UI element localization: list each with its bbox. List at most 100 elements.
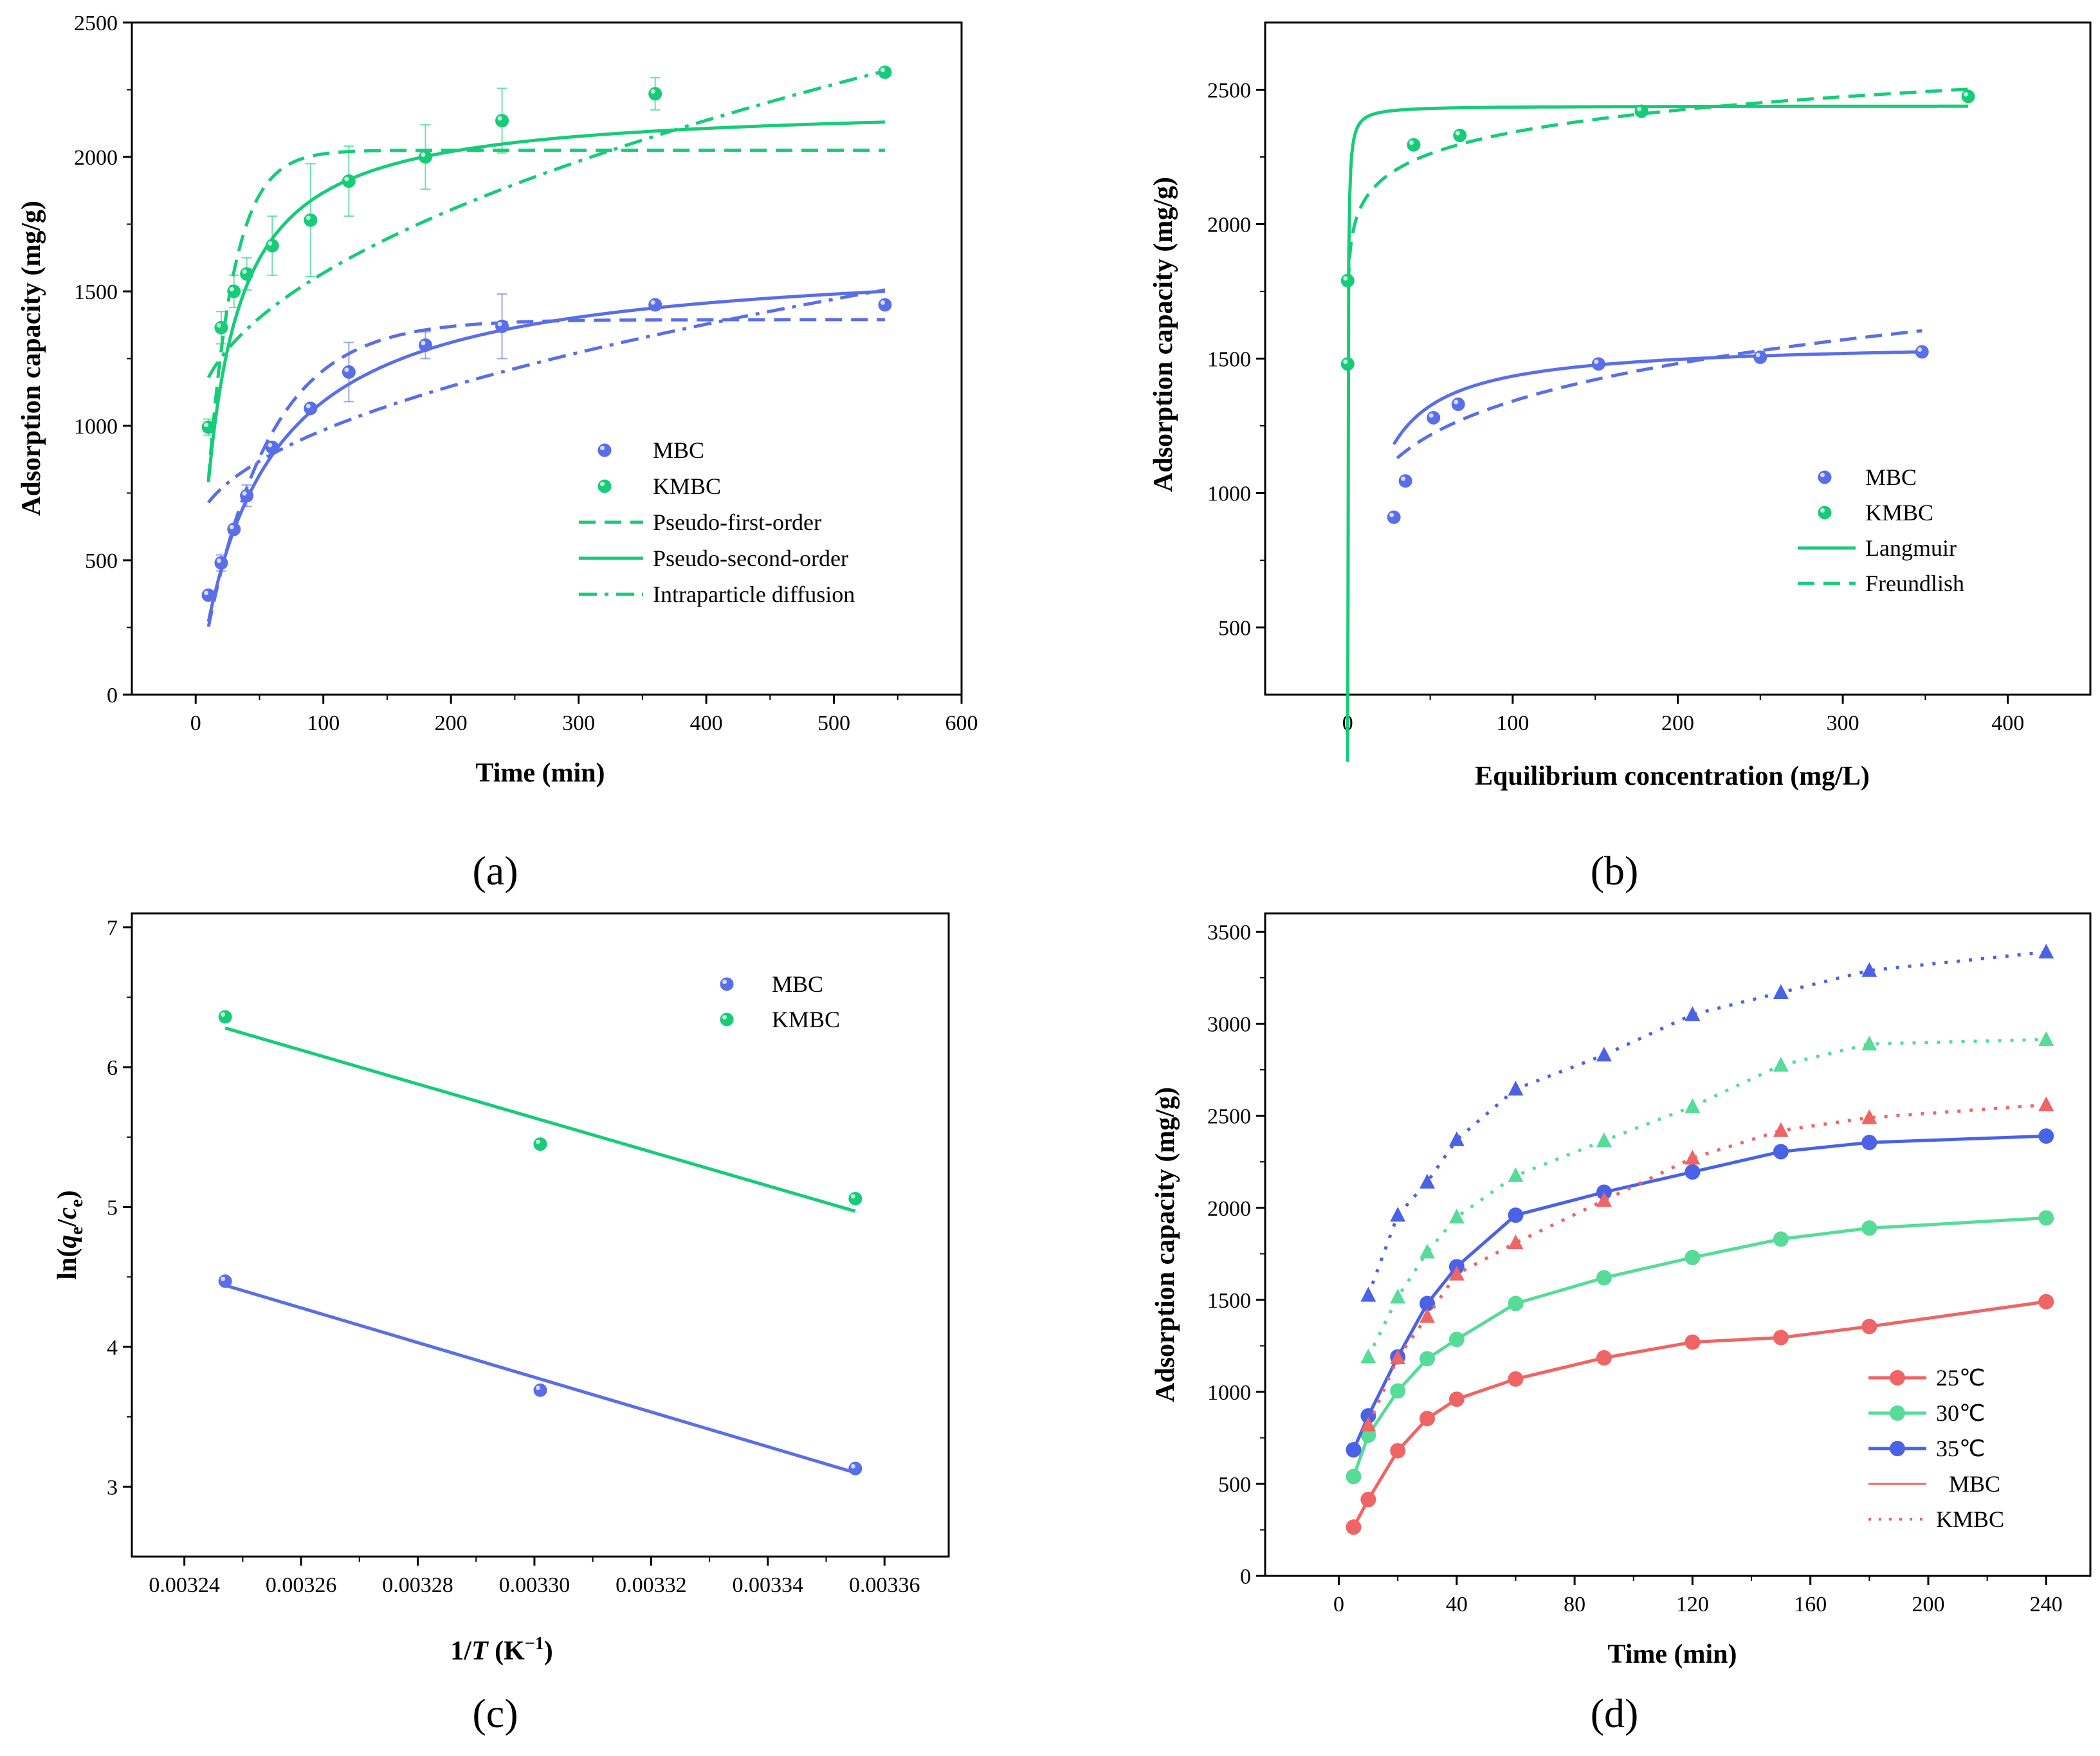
panel-a-legend-label-kmbc: KMBC (653, 473, 721, 499)
panel-c-fit-line-mbc (224, 1283, 856, 1474)
panel-c-fit-line-kmbc (224, 1026, 856, 1213)
panel-d-marker-triangle (1420, 1173, 1436, 1189)
panel-d-marker-triangle (1861, 1109, 1877, 1124)
panel-a-point-kmbc-highlight (306, 215, 311, 221)
panel-b-point-mbc-highlight (1454, 399, 1459, 405)
panel-d-legend-marker (1890, 1370, 1905, 1386)
panel-a-legend-marker-mbc-highlight (600, 446, 605, 450)
panel-b-langmuir-curve-kmbc (1346, 104, 1969, 762)
panel-d-legend-marker (1890, 1405, 1905, 1421)
panel-b-isotherm: Equilibrium concentration (mg/L) Adsorpt… (1149, 21, 2092, 893)
panel-d-marker-triangle (2038, 944, 2054, 959)
panel-a-point-kmbc (214, 320, 228, 334)
panel-a-point-kmbc-highlight (344, 176, 349, 181)
panel-a-point-mbc-highlight (497, 322, 502, 327)
panel-d-marker-triangle (1596, 1192, 1612, 1207)
panel-d-marker-triangle (1448, 1265, 1465, 1281)
panel-a-point-mbc (227, 522, 241, 536)
panel-a-point-mbc (342, 365, 356, 379)
panel-a-point-kmbc-highlight (268, 241, 273, 246)
panel-b-point-mbc (1915, 345, 1929, 359)
panel-c-legend-marker-mbc-highlight (722, 980, 727, 984)
panel-d-marker-circle (2038, 1128, 2054, 1144)
panel-a-pso-curve-kmbc (206, 120, 885, 482)
panel-c-point-kmbc (848, 1191, 863, 1205)
panel-b-xtick-label: 300 (1827, 711, 1859, 735)
panel-d-ytick-label: 500 (1218, 1473, 1251, 1497)
panel-a-ipd-curve-kmbc (206, 69, 886, 379)
panel-a-point-kmbc-highlight (421, 152, 426, 157)
panel-b-point-kmbc (1407, 138, 1421, 152)
panel-d-ytick-label: 1500 (1207, 1289, 1251, 1313)
panel-c-point-kmbc-highlight (221, 1012, 226, 1017)
panel-d-marker-circle (1448, 1331, 1465, 1348)
panel-b-ytick-label: 2000 (1207, 214, 1251, 237)
panel-c-legend-marker-mbc (720, 977, 734, 991)
panel-d-marker-triangle (1508, 1167, 1524, 1182)
panel-a-kinetics: Time (min) Adsorption capacity (mg/g) (a… (17, 12, 978, 893)
panel-a-xtick-label: 200 (435, 711, 468, 735)
panel-d-xtick-label: 200 (1912, 1593, 1944, 1616)
panel-d-marker-circle (1773, 1231, 1789, 1247)
panel-d-legend-label: 35℃ (1936, 1436, 1985, 1461)
panel-b-point-mbc (1387, 510, 1401, 524)
panel-a-point-mbc-highlight (204, 590, 209, 596)
panel-d-marker-triangle (1420, 1243, 1436, 1259)
panel-d-line-kmbc-30c (1367, 1038, 2047, 1358)
panel-a-point-kmbc-highlight (650, 89, 655, 94)
panel-b-point-mbc-highlight (1401, 476, 1406, 481)
panel-b-xtick-label: 400 (1991, 711, 2024, 735)
panel-a-point-kmbc-highlight (216, 323, 221, 328)
panel-a-point-mbc (265, 440, 279, 454)
panel-d-marker-triangle (1508, 1234, 1524, 1250)
panel-a-point-mbc-highlight (344, 367, 349, 372)
panel-d-caption: (d) (1591, 1690, 1639, 1736)
panel-c-ytick-label: 5 (107, 1196, 118, 1220)
panel-a-xtick-label: 0 (190, 711, 201, 735)
panel-a-ytick-label: 1000 (74, 415, 118, 439)
panel-d-marker-triangle (1360, 1416, 1376, 1432)
panel-c-xtick-label: 0.00324 (149, 1573, 220, 1597)
panel-c-ytick-label: 6 (107, 1056, 118, 1080)
panel-d-marker-circle (1861, 1319, 1877, 1335)
panel-d-marker-triangle (1773, 1122, 1789, 1137)
panel-a-xlabel: Time (min) (475, 758, 605, 788)
panel-d-marker-circle (1346, 1468, 1362, 1485)
panel-a-xtick-label: 100 (307, 711, 340, 735)
panel-a-ytick-label: 1500 (74, 280, 118, 304)
panel-b-point-kmbc (1961, 89, 1975, 104)
panel-b-ylabel: Adsorption capacity (mg/g) (1149, 177, 1178, 492)
panel-a-legend-marker-kmbc-highlight (600, 482, 605, 486)
panel-a-point-kmbc-highlight (242, 269, 247, 274)
panel-a-point-mbc (201, 588, 215, 602)
panel-a-point-kmbc (878, 65, 892, 79)
panel-d-marker-triangle (1448, 1131, 1465, 1146)
panel-b-point-mbc-highlight (1389, 513, 1394, 518)
panel-d-marker-triangle (1390, 1207, 1406, 1222)
panel-a-legend-label: Intraparticle diffusion (653, 581, 855, 607)
panel-d-marker-circle (1420, 1411, 1436, 1427)
panel-d-marker-circle (1508, 1295, 1524, 1312)
panel-d-marker-circle (1448, 1391, 1465, 1407)
panel-b-point-kmbc-highlight (1964, 91, 1969, 96)
panel-b-legend-marker-kmbc-highlight (1820, 508, 1825, 513)
panel-a-legend-label-mbc: MBC (653, 437, 704, 463)
panel-b-caption: (b) (1591, 848, 1639, 893)
panel-d-marker-triangle (1773, 1057, 1789, 1072)
panel-b-point-kmbc (1453, 129, 1467, 143)
panel-a-point-mbc-highlight (268, 443, 273, 448)
panel-d-marker-triangle (1360, 1286, 1376, 1302)
panel-a-point-kmbc (342, 174, 356, 188)
panel-a-point-mbc-highlight (216, 558, 221, 563)
panel-d-temperature: Time (min) Adsorption capacity (mg/g) (d… (1151, 912, 2092, 1736)
panel-b-point-mbc-highlight (1429, 413, 1434, 418)
panel-d-legend-label-kmbc: KMBC (1936, 1506, 2004, 1532)
panel-c-legend-marker-kmbc (720, 1012, 734, 1027)
panel-d-marker-circle (1773, 1144, 1789, 1160)
panel-a-point-mbc-highlight (229, 524, 234, 529)
panel-b-freundlich-curve-mbc (1396, 329, 1922, 460)
panel-a-ipd-curve-mbc (207, 288, 886, 504)
panel-a-pso-curve-mbc (206, 289, 886, 623)
panel-d-xtick-label: 40 (1446, 1593, 1468, 1616)
